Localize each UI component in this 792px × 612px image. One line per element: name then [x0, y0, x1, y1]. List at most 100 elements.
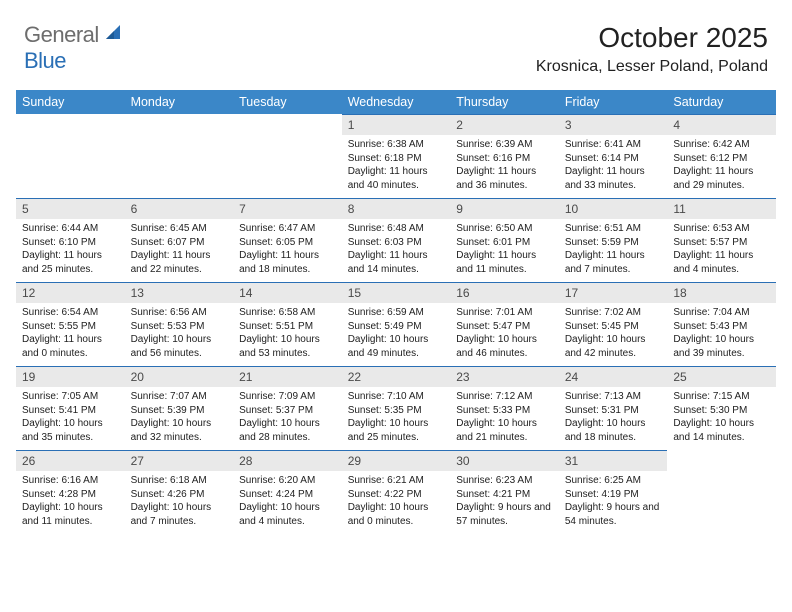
title-block: October 2025 Krosnica, Lesser Poland, Po…	[536, 22, 768, 76]
day-details: Sunrise: 6:58 AMSunset: 5:51 PMDaylight:…	[233, 303, 342, 366]
day-number: 3	[559, 114, 668, 135]
day-cell: 23Sunrise: 7:12 AMSunset: 5:33 PMDayligh…	[450, 366, 559, 450]
weekday-header: Friday	[559, 90, 668, 114]
day-number: 7	[233, 198, 342, 219]
day-details: Sunrise: 6:54 AMSunset: 5:55 PMDaylight:…	[16, 303, 125, 366]
day-details: Sunrise: 6:42 AMSunset: 6:12 PMDaylight:…	[667, 135, 776, 198]
calendar-week-row: 12Sunrise: 6:54 AMSunset: 5:55 PMDayligh…	[16, 282, 776, 366]
day-details: Sunrise: 6:16 AMSunset: 4:28 PMDaylight:…	[16, 471, 125, 534]
month-title: October 2025	[536, 22, 768, 54]
day-details: Sunrise: 6:25 AMSunset: 4:19 PMDaylight:…	[559, 471, 668, 534]
day-details: Sunrise: 6:38 AMSunset: 6:18 PMDaylight:…	[342, 135, 451, 198]
day-number: 26	[16, 450, 125, 471]
day-number: 14	[233, 282, 342, 303]
day-details: Sunrise: 6:59 AMSunset: 5:49 PMDaylight:…	[342, 303, 451, 366]
day-cell: 18Sunrise: 7:04 AMSunset: 5:43 PMDayligh…	[667, 282, 776, 366]
day-details: Sunrise: 7:10 AMSunset: 5:35 PMDaylight:…	[342, 387, 451, 450]
day-number: 15	[342, 282, 451, 303]
weekday-header-row: Sunday Monday Tuesday Wednesday Thursday…	[16, 90, 776, 114]
day-number: 8	[342, 198, 451, 219]
day-details: Sunrise: 6:41 AMSunset: 6:14 PMDaylight:…	[559, 135, 668, 198]
day-number: 10	[559, 198, 668, 219]
day-number: 19	[16, 366, 125, 387]
day-number: 5	[16, 198, 125, 219]
day-details: Sunrise: 6:48 AMSunset: 6:03 PMDaylight:…	[342, 219, 451, 282]
day-cell: 8Sunrise: 6:48 AMSunset: 6:03 PMDaylight…	[342, 198, 451, 282]
logo-text-blue: Blue	[24, 48, 66, 73]
day-cell: 10Sunrise: 6:51 AMSunset: 5:59 PMDayligh…	[559, 198, 668, 282]
calendar-table: Sunday Monday Tuesday Wednesday Thursday…	[16, 90, 776, 534]
day-number: 27	[125, 450, 234, 471]
day-cell: 7Sunrise: 6:47 AMSunset: 6:05 PMDaylight…	[233, 198, 342, 282]
day-cell: 5Sunrise: 6:44 AMSunset: 6:10 PMDaylight…	[16, 198, 125, 282]
day-details: Sunrise: 6:50 AMSunset: 6:01 PMDaylight:…	[450, 219, 559, 282]
weekday-header: Sunday	[16, 90, 125, 114]
day-cell: 6Sunrise: 6:45 AMSunset: 6:07 PMDaylight…	[125, 198, 234, 282]
day-cell: 20Sunrise: 7:07 AMSunset: 5:39 PMDayligh…	[125, 366, 234, 450]
day-cell: 4Sunrise: 6:42 AMSunset: 6:12 PMDaylight…	[667, 114, 776, 198]
header: General October 2025 Krosnica, Lesser Po…	[0, 0, 792, 80]
location-text: Krosnica, Lesser Poland, Poland	[536, 58, 768, 76]
day-cell: 19Sunrise: 7:05 AMSunset: 5:41 PMDayligh…	[16, 366, 125, 450]
day-details: Sunrise: 6:44 AMSunset: 6:10 PMDaylight:…	[16, 219, 125, 282]
day-details: Sunrise: 7:05 AMSunset: 5:41 PMDaylight:…	[16, 387, 125, 450]
day-cell: 17Sunrise: 7:02 AMSunset: 5:45 PMDayligh…	[559, 282, 668, 366]
day-number: 22	[342, 366, 451, 387]
day-details: Sunrise: 6:20 AMSunset: 4:24 PMDaylight:…	[233, 471, 342, 534]
day-number: 13	[125, 282, 234, 303]
calendar-week-row: 5Sunrise: 6:44 AMSunset: 6:10 PMDaylight…	[16, 198, 776, 282]
day-cell	[667, 450, 776, 534]
weekday-header: Thursday	[450, 90, 559, 114]
day-number: 12	[16, 282, 125, 303]
day-cell: 26Sunrise: 6:16 AMSunset: 4:28 PMDayligh…	[16, 450, 125, 534]
day-details: Sunrise: 6:53 AMSunset: 5:57 PMDaylight:…	[667, 219, 776, 282]
day-cell: 29Sunrise: 6:21 AMSunset: 4:22 PMDayligh…	[342, 450, 451, 534]
day-number: 16	[450, 282, 559, 303]
day-cell: 30Sunrise: 6:23 AMSunset: 4:21 PMDayligh…	[450, 450, 559, 534]
day-cell: 16Sunrise: 7:01 AMSunset: 5:47 PMDayligh…	[450, 282, 559, 366]
day-number: 20	[125, 366, 234, 387]
logo-sail-icon	[104, 23, 124, 48]
calendar-week-row: 19Sunrise: 7:05 AMSunset: 5:41 PMDayligh…	[16, 366, 776, 450]
day-cell: 25Sunrise: 7:15 AMSunset: 5:30 PMDayligh…	[667, 366, 776, 450]
day-cell: 22Sunrise: 7:10 AMSunset: 5:35 PMDayligh…	[342, 366, 451, 450]
day-number: 4	[667, 114, 776, 135]
day-number: 30	[450, 450, 559, 471]
day-number: 24	[559, 366, 668, 387]
day-cell: 2Sunrise: 6:39 AMSunset: 6:16 PMDaylight…	[450, 114, 559, 198]
day-number: 21	[233, 366, 342, 387]
logo-blue-wrap: Blue	[24, 48, 66, 74]
day-details: Sunrise: 7:15 AMSunset: 5:30 PMDaylight:…	[667, 387, 776, 450]
weekday-header: Monday	[125, 90, 234, 114]
day-number: 6	[125, 198, 234, 219]
day-number: 29	[342, 450, 451, 471]
day-number: 11	[667, 198, 776, 219]
day-cell: 21Sunrise: 7:09 AMSunset: 5:37 PMDayligh…	[233, 366, 342, 450]
day-cell	[16, 114, 125, 198]
day-number: 23	[450, 366, 559, 387]
day-details: Sunrise: 6:23 AMSunset: 4:21 PMDaylight:…	[450, 471, 559, 534]
day-cell: 14Sunrise: 6:58 AMSunset: 5:51 PMDayligh…	[233, 282, 342, 366]
day-details: Sunrise: 6:56 AMSunset: 5:53 PMDaylight:…	[125, 303, 234, 366]
day-cell: 11Sunrise: 6:53 AMSunset: 5:57 PMDayligh…	[667, 198, 776, 282]
day-cell	[233, 114, 342, 198]
day-cell: 24Sunrise: 7:13 AMSunset: 5:31 PMDayligh…	[559, 366, 668, 450]
day-details: Sunrise: 7:01 AMSunset: 5:47 PMDaylight:…	[450, 303, 559, 366]
day-details: Sunrise: 6:51 AMSunset: 5:59 PMDaylight:…	[559, 219, 668, 282]
day-cell: 12Sunrise: 6:54 AMSunset: 5:55 PMDayligh…	[16, 282, 125, 366]
calendar-week-row: 1Sunrise: 6:38 AMSunset: 6:18 PMDaylight…	[16, 114, 776, 198]
day-number: 1	[342, 114, 451, 135]
day-details: Sunrise: 6:47 AMSunset: 6:05 PMDaylight:…	[233, 219, 342, 282]
weekday-header: Wednesday	[342, 90, 451, 114]
day-cell: 3Sunrise: 6:41 AMSunset: 6:14 PMDaylight…	[559, 114, 668, 198]
weekday-header: Tuesday	[233, 90, 342, 114]
day-cell: 15Sunrise: 6:59 AMSunset: 5:49 PMDayligh…	[342, 282, 451, 366]
calendar-body: 1Sunrise: 6:38 AMSunset: 6:18 PMDaylight…	[16, 114, 776, 534]
day-cell: 1Sunrise: 6:38 AMSunset: 6:18 PMDaylight…	[342, 114, 451, 198]
day-details: Sunrise: 7:13 AMSunset: 5:31 PMDaylight:…	[559, 387, 668, 450]
day-number: 17	[559, 282, 668, 303]
day-number: 28	[233, 450, 342, 471]
day-details: Sunrise: 7:09 AMSunset: 5:37 PMDaylight:…	[233, 387, 342, 450]
day-number: 9	[450, 198, 559, 219]
day-cell	[125, 114, 234, 198]
